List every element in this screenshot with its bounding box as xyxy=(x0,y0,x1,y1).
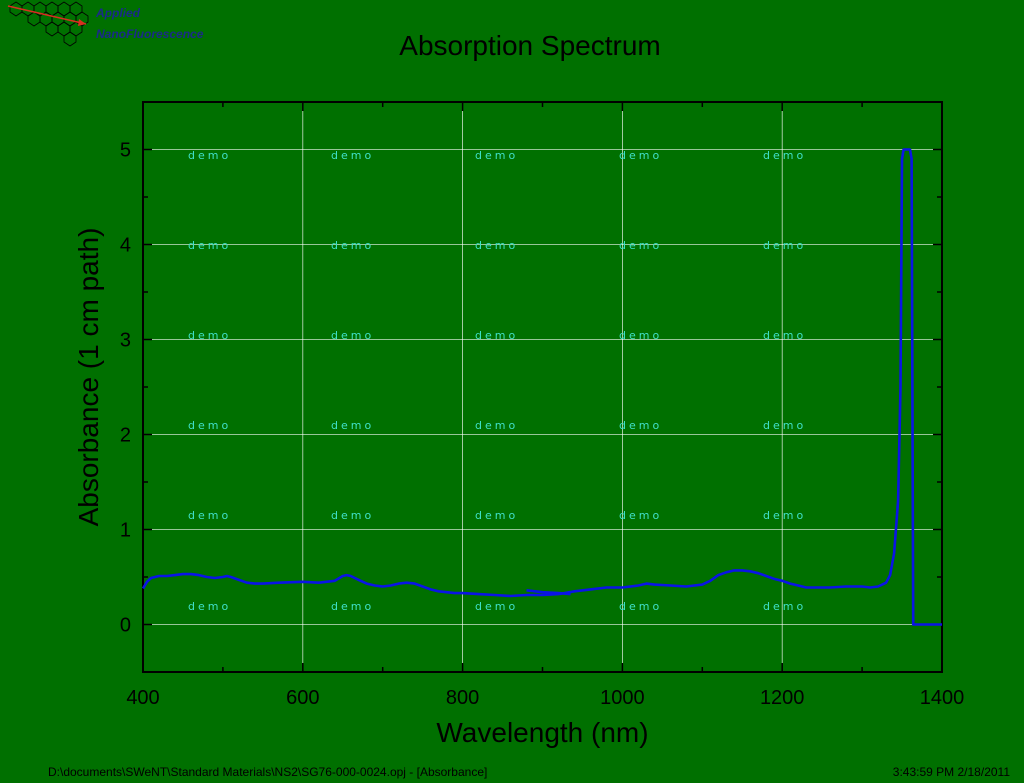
watermark-text: demo xyxy=(619,600,662,613)
watermark-text: demo xyxy=(763,239,806,252)
series-line-2 xyxy=(526,589,571,596)
x-tick-label: 400 xyxy=(126,687,159,709)
x-tick-label: 1200 xyxy=(760,687,805,709)
watermark-text: demo xyxy=(188,419,231,432)
y-tick-label: 5 xyxy=(120,140,131,162)
y-tick-label: 0 xyxy=(120,615,131,637)
watermark-text: demo xyxy=(475,149,518,162)
watermark-text: demo xyxy=(619,329,662,342)
file-path: D:\documents\SWeNT\Standard Materials\NS… xyxy=(48,765,488,779)
watermark-text: demo xyxy=(188,509,231,522)
watermark-text: demo xyxy=(475,239,518,252)
logo-text-applied: Applied xyxy=(96,6,140,20)
watermark-text: demo xyxy=(188,239,231,252)
watermark-text: demo xyxy=(475,509,518,522)
watermark-text: demo xyxy=(763,509,806,522)
y-tick-label: 3 xyxy=(120,330,131,352)
watermark-text: demo xyxy=(331,149,374,162)
watermark-text: demo xyxy=(475,329,518,342)
y-axis-label: Absorbance (1 cm path) xyxy=(73,228,104,527)
watermark-text: demo xyxy=(619,149,662,162)
watermark-text: demo xyxy=(763,149,806,162)
watermark-text: demo xyxy=(763,329,806,342)
watermark-text: demo xyxy=(619,239,662,252)
watermark-text: demo xyxy=(475,600,518,613)
watermark-text: demo xyxy=(763,419,806,432)
logo xyxy=(7,1,89,47)
watermark-text: demo xyxy=(188,600,231,613)
watermark-text: demo xyxy=(331,419,374,432)
y-tick-label: 4 xyxy=(120,235,131,257)
y-tick-label: 1 xyxy=(120,520,131,542)
y-tick-label: 2 xyxy=(120,425,131,447)
watermark-text: demo xyxy=(763,600,806,613)
x-tick-label: 1000 xyxy=(600,687,645,709)
watermark-text: demo xyxy=(331,600,374,613)
timestamp: 3:43:59 PM 2/18/2011 xyxy=(892,765,1010,779)
watermark-text: demo xyxy=(331,329,374,342)
watermark-text: demo xyxy=(475,419,518,432)
watermark-text: demo xyxy=(188,329,231,342)
watermark-text: demo xyxy=(331,239,374,252)
chart-title: Absorption Spectrum xyxy=(399,30,661,61)
watermark-text: demo xyxy=(188,149,231,162)
x-axis-label: Wavelength (nm) xyxy=(436,717,648,748)
series-line-1 xyxy=(141,148,942,626)
watermark-text: demo xyxy=(331,509,374,522)
watermark-text: demo xyxy=(619,419,662,432)
watermark-text: demo xyxy=(619,509,662,522)
x-tick-label: 800 xyxy=(446,687,479,709)
x-tick-label: 1400 xyxy=(920,687,965,709)
logo-text-nanofluorescence: NanoFluorescence xyxy=(96,27,204,41)
x-tick-label: 600 xyxy=(286,687,319,709)
